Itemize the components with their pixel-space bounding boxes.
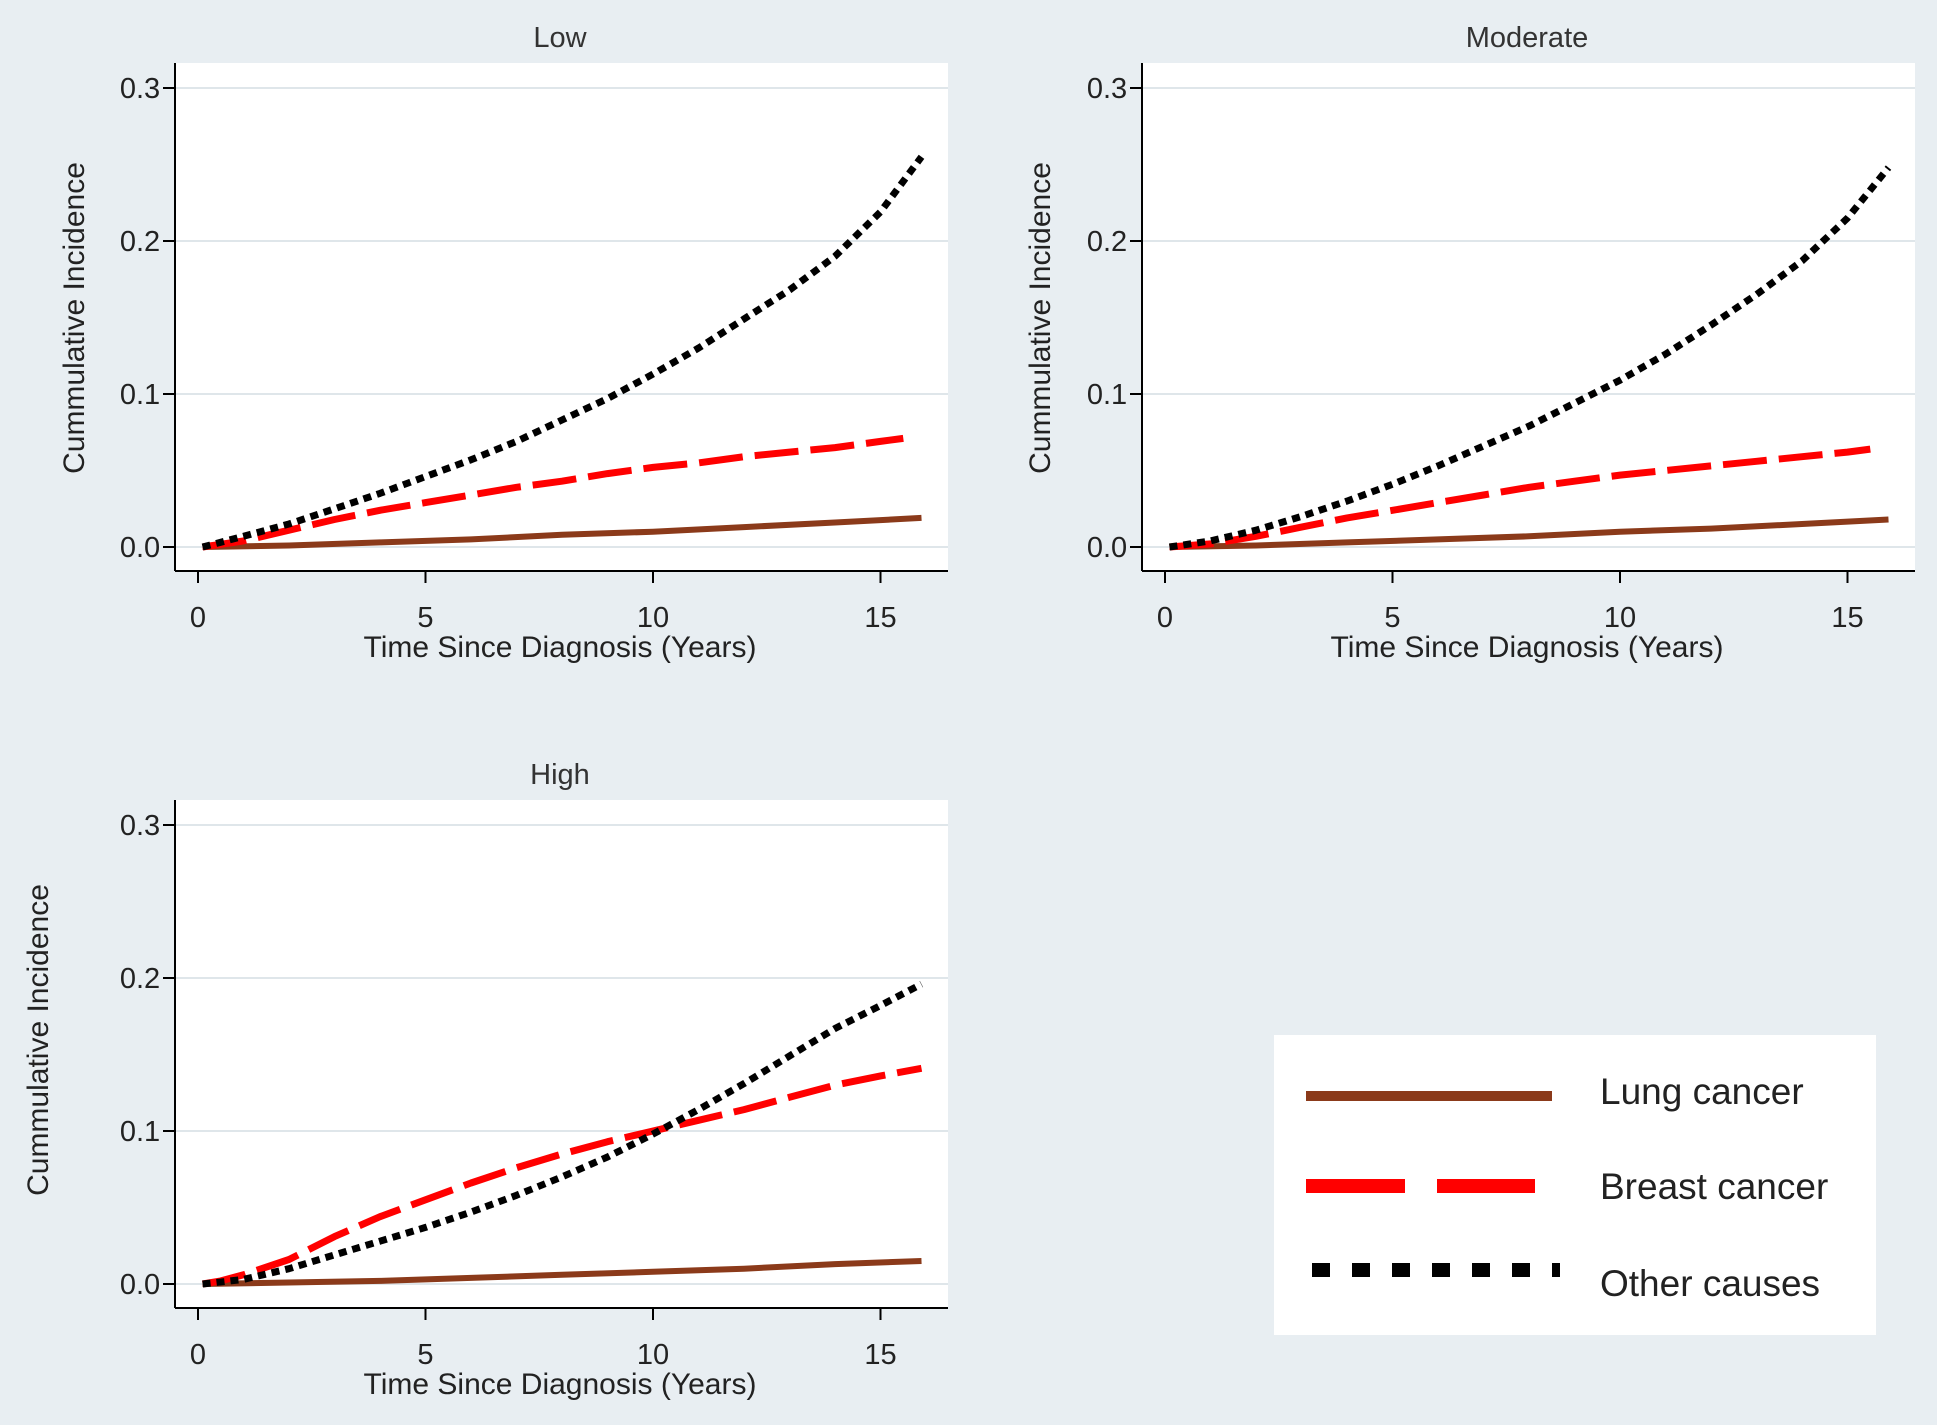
y-tick-label: 0.1	[120, 379, 160, 411]
legend-label-other-causes: Other causes	[1600, 1263, 1820, 1304]
series-line-lung-cancer	[1169, 516, 1889, 550]
x-tick-label: 10	[1604, 602, 1636, 634]
y-tick-label: 0.3	[1087, 73, 1127, 105]
y-tick-label: 0.0	[120, 532, 160, 564]
legend-label-breast-cancer: Breast cancer	[1600, 1166, 1828, 1207]
y-axis-title: Cummulative Incidence	[58, 162, 91, 474]
panel-title: High	[530, 759, 590, 791]
legend: Lung cancer Breast cancer Other causes	[1274, 1035, 1876, 1335]
plot-area	[175, 800, 948, 1308]
panel-title: Moderate	[1466, 22, 1589, 54]
y-tick-label: 0.0	[120, 1269, 160, 1301]
x-tick-label: 10	[637, 1339, 669, 1371]
series-line-other-causes	[1168, 165, 1892, 551]
x-axis-title: Time Since Diagnosis (Years)	[364, 1368, 757, 1401]
panel-moderate: Moderate Time Since Diagnosis (Years) Cu…	[1024, 22, 1915, 664]
series-line-lung-cancer	[202, 514, 922, 550]
y-tick-label: 0.0	[1087, 532, 1127, 564]
legend-label-lung-cancer: Lung cancer	[1600, 1071, 1804, 1112]
panel-high: High Time Since Diagnosis (Years) Cummul…	[22, 759, 948, 1401]
y-axis-title: Cummulative Incidence	[22, 884, 55, 1196]
x-tick-label: 0	[190, 602, 206, 634]
series-line-breast-cancer	[1169, 445, 1871, 551]
x-tick-label: 5	[1384, 602, 1400, 634]
plot-area	[175, 63, 948, 571]
series-line-other-causes	[201, 154, 925, 551]
y-axis-title: Cummulative Incidence	[1024, 162, 1057, 474]
y-tick-label: 0.1	[120, 1116, 160, 1148]
series-line-breast-cancer	[202, 434, 904, 551]
x-tick-label: 0	[190, 1339, 206, 1371]
y-tick-label: 0.2	[1087, 226, 1127, 258]
y-tick-label: 0.1	[1087, 379, 1127, 411]
x-tick-label: 5	[417, 1339, 433, 1371]
y-tick-label: 0.3	[120, 810, 160, 842]
x-tick-label: 15	[1831, 602, 1863, 634]
y-tick-label: 0.2	[120, 963, 160, 995]
x-tick-label: 10	[637, 602, 669, 634]
x-tick-label: 15	[864, 1339, 896, 1371]
x-axis-title: Time Since Diagnosis (Years)	[364, 631, 757, 664]
y-tick-label: 0.2	[120, 226, 160, 258]
y-tick-label: 0.3	[120, 73, 160, 105]
series-line-lung-cancer	[202, 1258, 922, 1287]
plot-area	[1142, 63, 1915, 571]
series-line-other-causes	[202, 980, 924, 1288]
x-tick-label: 0	[1157, 602, 1173, 634]
x-tick-label: 15	[864, 602, 896, 634]
panel-title: Low	[533, 22, 587, 54]
x-tick-label: 5	[417, 602, 433, 634]
series-line-breast-cancer	[202, 1064, 923, 1288]
panel-low: Low Time Since Diagnosis (Years) Cummula…	[58, 22, 948, 664]
x-axis-title: Time Since Diagnosis (Years)	[1331, 631, 1724, 664]
